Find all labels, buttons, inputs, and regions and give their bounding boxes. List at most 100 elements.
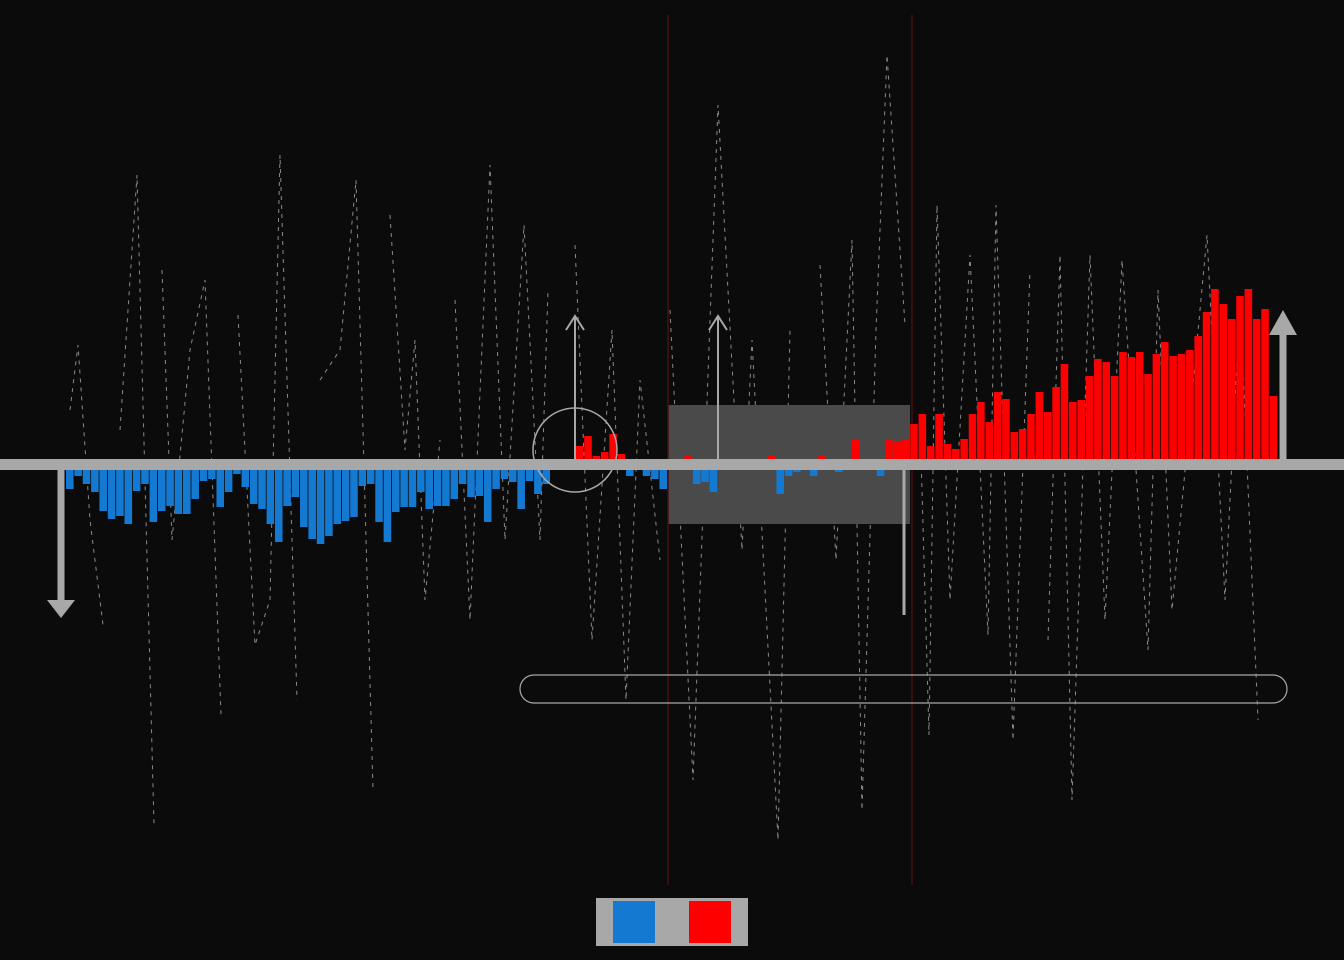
bar (575, 446, 584, 464)
bar (651, 464, 659, 479)
bar (893, 442, 902, 464)
bar (241, 464, 250, 487)
bar (1077, 400, 1085, 464)
bar (458, 464, 467, 484)
bar (943, 444, 952, 464)
bar (1085, 376, 1094, 464)
bar (926, 446, 935, 464)
trace (119, 174, 155, 826)
bar (132, 464, 141, 491)
bar (517, 464, 525, 509)
bar (442, 464, 450, 506)
bar (1094, 359, 1102, 464)
pointer-arrow-head (708, 314, 728, 331)
trace (669, 104, 791, 841)
trace (69, 344, 104, 626)
bar (1186, 350, 1194, 464)
bar (534, 464, 542, 494)
bar (166, 464, 174, 506)
bar (116, 464, 124, 516)
bar (1202, 312, 1211, 464)
bar (208, 464, 216, 479)
trace (574, 244, 661, 701)
bar (609, 434, 617, 464)
bar (366, 464, 375, 484)
trace (454, 164, 549, 621)
bar (224, 464, 233, 492)
bar (960, 439, 968, 464)
bar (124, 464, 133, 524)
bar (985, 422, 994, 464)
bar (1018, 429, 1027, 464)
bar (183, 464, 191, 514)
bar (417, 464, 425, 492)
bar (350, 464, 358, 517)
bar (274, 464, 283, 542)
bar (1194, 336, 1202, 464)
legend-swatch (689, 901, 731, 943)
trace (389, 214, 441, 601)
bar (1027, 414, 1035, 464)
bar (391, 464, 400, 512)
bar (308, 464, 316, 539)
bar (885, 439, 893, 464)
bar (82, 464, 91, 484)
bar (141, 464, 149, 484)
bar (952, 449, 960, 464)
bar (542, 464, 550, 484)
bar (1219, 304, 1228, 464)
bar (99, 464, 107, 511)
bar (1127, 357, 1136, 464)
trace (319, 179, 374, 791)
bar (1060, 364, 1069, 464)
bar (709, 464, 718, 492)
bar (692, 464, 701, 484)
bar (433, 464, 442, 506)
bar (450, 464, 459, 499)
bar (851, 439, 860, 464)
bar (174, 464, 183, 514)
bar (1052, 387, 1060, 464)
bar (283, 464, 291, 506)
bar (1169, 356, 1177, 464)
down-arrow-head (47, 600, 75, 618)
bar (341, 464, 350, 521)
bar (1035, 392, 1044, 464)
bar (483, 464, 492, 522)
bar (1144, 374, 1152, 464)
bar (1069, 402, 1077, 464)
bar (977, 402, 985, 464)
bar (600, 452, 609, 464)
bar (1252, 319, 1261, 464)
bar (400, 464, 408, 507)
trace (161, 269, 222, 716)
bar (216, 464, 225, 507)
bar (509, 464, 517, 482)
bar (1244, 289, 1253, 464)
bar (1135, 352, 1144, 464)
bar (1152, 354, 1161, 464)
bar (258, 464, 266, 509)
bar (383, 464, 392, 542)
bar (492, 464, 500, 489)
bar (316, 464, 325, 544)
overlay (0, 310, 1344, 946)
bar (1236, 296, 1244, 464)
bar (375, 464, 383, 522)
bar (91, 464, 99, 492)
bar (1261, 309, 1269, 464)
focus-circle (532, 407, 618, 493)
bar (149, 464, 158, 522)
bar (425, 464, 433, 509)
scroll-track[interactable] (519, 674, 1288, 704)
bar (467, 464, 475, 497)
bar (901, 439, 910, 464)
bar (408, 464, 417, 507)
bar (475, 464, 484, 496)
bar (701, 464, 709, 482)
bar (1102, 362, 1111, 464)
bar (199, 464, 208, 481)
bar (191, 464, 199, 499)
bar (1043, 412, 1052, 464)
